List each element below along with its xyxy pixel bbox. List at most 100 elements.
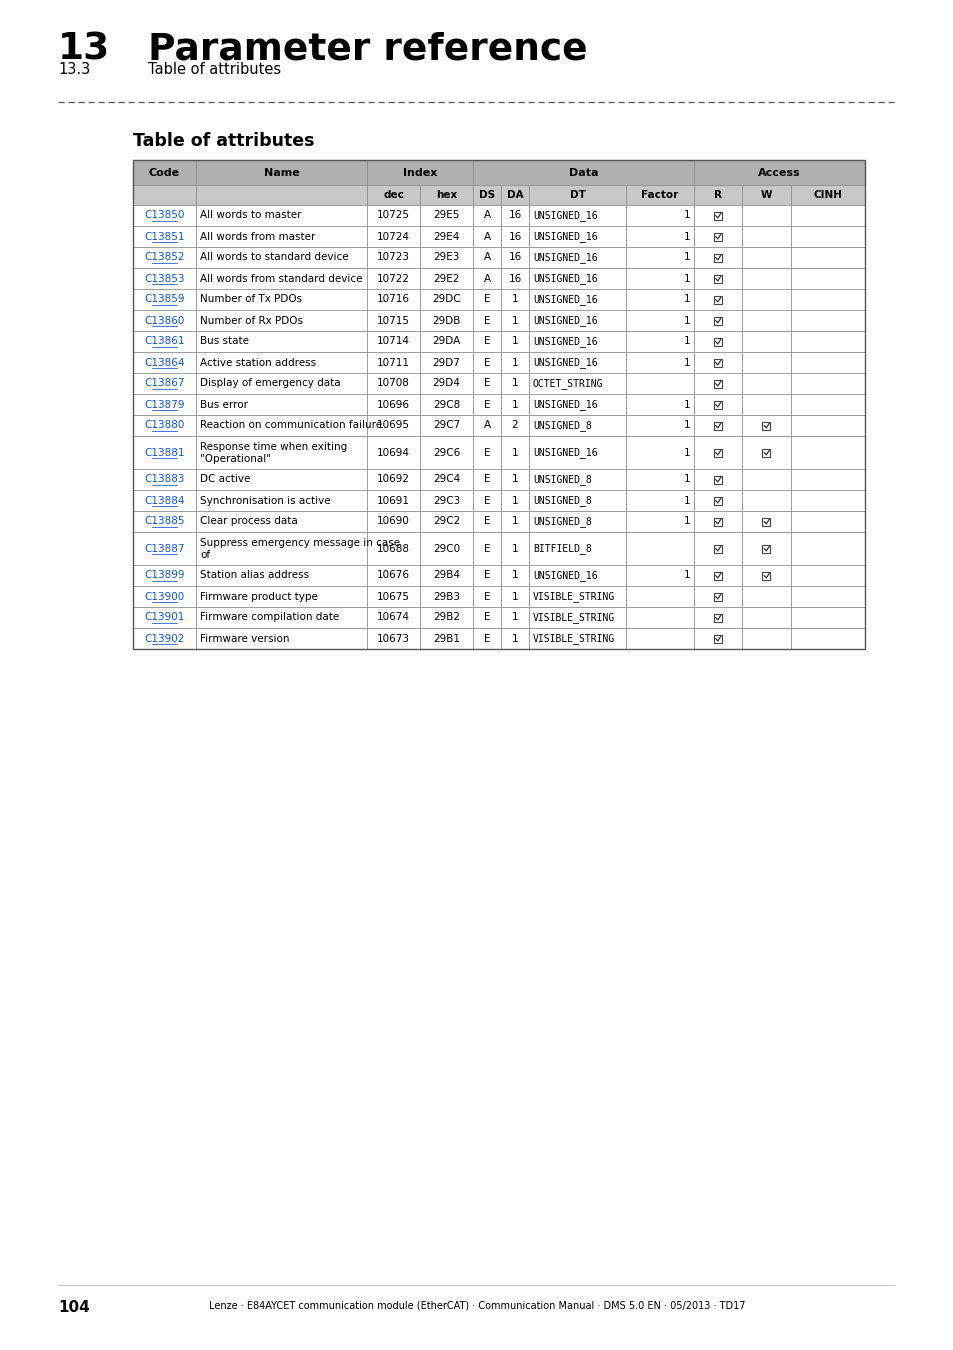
Text: 1: 1 <box>682 336 689 347</box>
Bar <box>500 247 529 269</box>
Bar <box>713 401 721 409</box>
Text: A: A <box>483 274 490 284</box>
Bar <box>132 247 195 269</box>
Text: DS: DS <box>478 190 495 200</box>
Bar <box>693 468 741 490</box>
Bar <box>419 185 473 205</box>
Bar <box>625 331 693 352</box>
Text: 1: 1 <box>511 447 517 458</box>
Text: Display of emergency data: Display of emergency data <box>200 378 340 389</box>
Bar <box>529 185 625 205</box>
Text: 1: 1 <box>511 633 517 644</box>
Bar <box>741 205 790 225</box>
Bar <box>195 490 367 512</box>
Text: 29C7: 29C7 <box>433 420 459 431</box>
Bar <box>741 586 790 608</box>
Text: 29E5: 29E5 <box>433 211 459 220</box>
Text: UNSIGNED_8: UNSIGNED_8 <box>533 420 591 431</box>
Text: Suppress emergency message in case: Suppress emergency message in case <box>200 537 399 548</box>
Text: Bus error: Bus error <box>200 400 248 409</box>
Text: Lenze · E84AYCET communication module (EtherCAT) · Communication Manual · DMS 5.: Lenze · E84AYCET communication module (E… <box>209 1300 744 1310</box>
Bar <box>790 414 864 436</box>
Text: 29E2: 29E2 <box>433 274 459 284</box>
Bar <box>625 436 693 468</box>
Text: 10723: 10723 <box>376 252 410 262</box>
Bar <box>195 566 367 586</box>
Text: Code: Code <box>149 167 180 177</box>
Bar <box>132 586 195 608</box>
Bar <box>367 436 419 468</box>
Bar <box>419 205 473 225</box>
Text: UNSIGNED_16: UNSIGNED_16 <box>533 447 597 458</box>
Bar <box>419 394 473 414</box>
Bar <box>761 421 770 429</box>
Text: 16: 16 <box>508 211 521 220</box>
Bar <box>473 310 500 331</box>
Bar <box>473 161 693 185</box>
Bar <box>529 586 625 608</box>
Text: UNSIGNED_16: UNSIGNED_16 <box>533 570 597 580</box>
Text: UNSIGNED_16: UNSIGNED_16 <box>533 231 597 242</box>
Bar <box>529 310 625 331</box>
Bar <box>500 512 529 532</box>
Bar <box>473 628 500 649</box>
Text: Number of Tx PDOs: Number of Tx PDOs <box>200 294 302 305</box>
Text: VISIBLE_STRING: VISIBLE_STRING <box>533 633 615 644</box>
Bar <box>473 225 500 247</box>
Text: C13879: C13879 <box>144 400 185 409</box>
Bar <box>419 331 473 352</box>
Text: 29B1: 29B1 <box>433 633 459 644</box>
Bar <box>132 628 195 649</box>
Text: 10694: 10694 <box>376 447 410 458</box>
Bar <box>790 394 864 414</box>
Bar <box>367 490 419 512</box>
Text: C13867: C13867 <box>144 378 185 389</box>
Text: 16: 16 <box>508 231 521 242</box>
Text: A: A <box>483 252 490 262</box>
Bar <box>625 566 693 586</box>
Bar <box>500 608 529 628</box>
Bar <box>713 497 721 505</box>
Bar <box>195 185 367 205</box>
Bar <box>713 379 721 387</box>
Text: UNSIGNED_16: UNSIGNED_16 <box>533 315 597 325</box>
Bar <box>195 532 367 566</box>
Bar <box>625 310 693 331</box>
Bar <box>419 289 473 310</box>
Text: Index: Index <box>402 167 436 177</box>
Text: C13884: C13884 <box>144 495 185 505</box>
Bar <box>693 608 741 628</box>
Bar <box>790 608 864 628</box>
Bar <box>713 593 721 601</box>
Text: 10688: 10688 <box>376 544 410 554</box>
Bar <box>195 414 367 436</box>
Bar <box>132 205 195 225</box>
Text: 1: 1 <box>511 474 517 485</box>
Text: C13859: C13859 <box>144 294 185 305</box>
Text: DT: DT <box>569 190 585 200</box>
Bar <box>761 571 770 579</box>
Bar <box>419 352 473 373</box>
Bar <box>473 205 500 225</box>
Text: C13885: C13885 <box>144 517 185 526</box>
Text: 29DC: 29DC <box>432 294 460 305</box>
Bar <box>625 205 693 225</box>
Text: 1: 1 <box>511 544 517 554</box>
Bar <box>529 566 625 586</box>
Bar <box>761 517 770 525</box>
Bar <box>195 373 367 394</box>
Bar <box>500 331 529 352</box>
Bar <box>195 269 367 289</box>
Bar <box>367 225 419 247</box>
Bar <box>790 310 864 331</box>
Text: UNSIGNED_16: UNSIGNED_16 <box>533 400 597 410</box>
Bar <box>790 586 864 608</box>
Text: 10690: 10690 <box>376 517 410 526</box>
Bar <box>132 468 195 490</box>
Bar <box>529 331 625 352</box>
Bar <box>473 331 500 352</box>
Text: 29C3: 29C3 <box>433 495 459 505</box>
Bar <box>693 586 741 608</box>
Bar <box>790 490 864 512</box>
Bar <box>790 566 864 586</box>
